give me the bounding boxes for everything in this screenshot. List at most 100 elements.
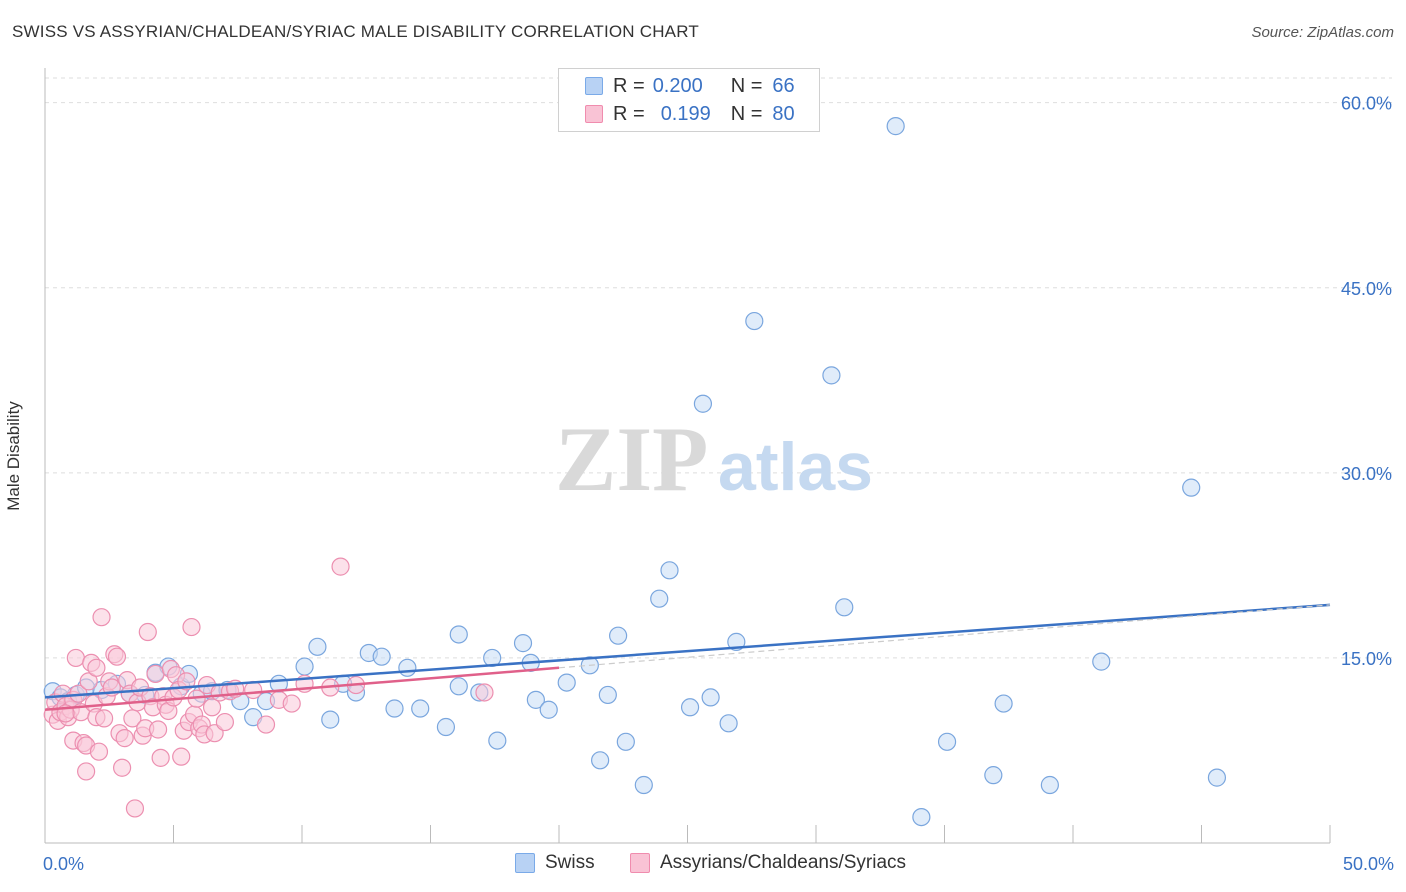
legend-r-value-assyrian: 0.199: [660, 102, 711, 125]
assyrian-point: [331, 557, 350, 576]
assyrian-point: [125, 799, 145, 818]
legend-swatch-swiss: [585, 77, 603, 95]
swiss-point: [385, 699, 404, 718]
bottom-legend-label-swiss: Swiss: [545, 852, 595, 873]
swiss-point: [701, 688, 720, 707]
tick-labels: 15.0% 30.0% 45.0% 60.0% 0.0% 50.0%: [43, 94, 1394, 874]
swiss-point: [436, 717, 456, 737]
swiss-point: [835, 598, 854, 617]
assyrian-point: [123, 709, 142, 728]
assyrian-point: [77, 762, 96, 781]
swiss-point: [449, 677, 468, 696]
assyrian-point: [148, 720, 168, 739]
bottom-legend-assyrian: Assyrians/Chaldeans/Syriacs: [630, 852, 906, 874]
trend-lines: [44, 603, 1331, 711]
assyrian-point: [95, 709, 114, 728]
watermark-atlas: atlas: [718, 429, 873, 505]
swiss-point: [488, 731, 507, 750]
legend-n-label: N =: [730, 74, 763, 97]
swiss-point: [719, 714, 738, 733]
swiss-point: [1092, 652, 1111, 671]
swiss-point: [411, 699, 430, 718]
swiss-point: [822, 366, 841, 385]
legend-r-label: R =: [613, 102, 645, 125]
trend-line-assyrian-extension: [558, 604, 1331, 669]
assyrian-point: [215, 712, 234, 732]
swiss-point: [372, 647, 391, 666]
assyrian-point: [89, 742, 109, 761]
swiss-point: [693, 394, 713, 413]
swiss-point: [745, 311, 764, 331]
x-tick-label-min: 0.0%: [43, 854, 84, 874]
assyrian-point: [146, 664, 165, 684]
assyrian-points: [43, 557, 494, 818]
swiss-point: [1182, 478, 1201, 497]
watermark: ZIP atlas: [555, 408, 873, 510]
swiss-point: [321, 710, 340, 729]
legend-n-value-assyrian: 80: [772, 102, 795, 125]
assyrian-point: [79, 672, 98, 691]
swiss-point: [598, 685, 617, 705]
legend-row-swiss: R = 0.200 N = 66: [585, 74, 795, 98]
assyrian-point: [256, 715, 276, 734]
swiss-point: [937, 732, 957, 751]
assyrian-point: [92, 608, 111, 627]
assyrian-point: [182, 617, 201, 637]
y-tick-label: 60.0%: [1341, 94, 1392, 114]
swiss-point: [449, 625, 468, 644]
swiss-point: [994, 694, 1013, 713]
swiss-point: [539, 700, 558, 719]
y-tick-label: 30.0%: [1341, 464, 1392, 484]
swiss-point: [650, 589, 669, 608]
legend-row-assyrian: R = 0.199 N = 80: [585, 102, 795, 126]
legend-r-value-swiss: 0.200: [652, 74, 703, 97]
assyrian-point: [177, 672, 196, 691]
assyrian-point: [172, 747, 191, 766]
assyrian-point: [151, 748, 170, 767]
y-tick-label: 15.0%: [1341, 649, 1392, 669]
swiss-point: [886, 117, 905, 136]
y-tick-label: 45.0%: [1341, 279, 1392, 299]
watermark-zip: ZIP: [555, 408, 708, 510]
swiss-point: [984, 766, 1003, 785]
assyrian-point: [107, 647, 127, 666]
assyrian-point: [138, 622, 157, 642]
swiss-point: [398, 658, 417, 677]
legend: R = 0.200 N = 66 R = 0.199 N = 80: [558, 68, 820, 132]
swiss-point: [680, 698, 700, 717]
source-label: Source: ZipAtlas.com: [1251, 24, 1394, 41]
swiss-point: [616, 732, 635, 751]
grid-lines: [45, 77, 1392, 659]
assyrian-point: [87, 658, 106, 677]
bottom-legend-label-assyrian: Assyrians/Chaldeans/Syriacs: [660, 852, 907, 873]
trend-line-swiss: [44, 603, 1331, 699]
swiss-point: [295, 657, 314, 676]
bottom-legend-swatch-assyrian: [630, 853, 650, 873]
swiss-point: [912, 807, 931, 827]
swiss-point: [1040, 775, 1059, 795]
bottom-legend: Swiss Assyrians/Chaldeans/Syriacs: [0, 852, 1406, 876]
assyrian-point: [205, 724, 224, 743]
swiss-point: [513, 634, 533, 653]
swiss-point: [557, 673, 576, 692]
legend-n-value-swiss: 66: [772, 74, 795, 97]
chart-title: SWISS VS ASSYRIAN/CHALDEAN/SYRIAC MALE D…: [12, 22, 699, 41]
legend-swatch-assyrian: [585, 105, 603, 123]
swiss-point: [634, 775, 653, 795]
trend-line-assyrian: [44, 666, 560, 711]
swiss-point: [308, 637, 327, 656]
swiss-point: [1207, 768, 1227, 787]
bottom-legend-swiss: Swiss: [515, 852, 595, 874]
assyrian-point: [282, 694, 301, 713]
swiss-point: [609, 626, 628, 645]
legend-r-label: R =: [613, 74, 645, 97]
swiss-point: [526, 690, 545, 709]
assyrian-point: [66, 648, 85, 668]
y-axis-label: Male Disability: [4, 401, 23, 511]
legend-n-label: N =: [730, 102, 763, 125]
swiss-point: [660, 561, 679, 580]
assyrian-point: [202, 698, 222, 717]
swiss-point: [591, 751, 610, 770]
x-tick-label-max: 50.0%: [1343, 854, 1394, 874]
